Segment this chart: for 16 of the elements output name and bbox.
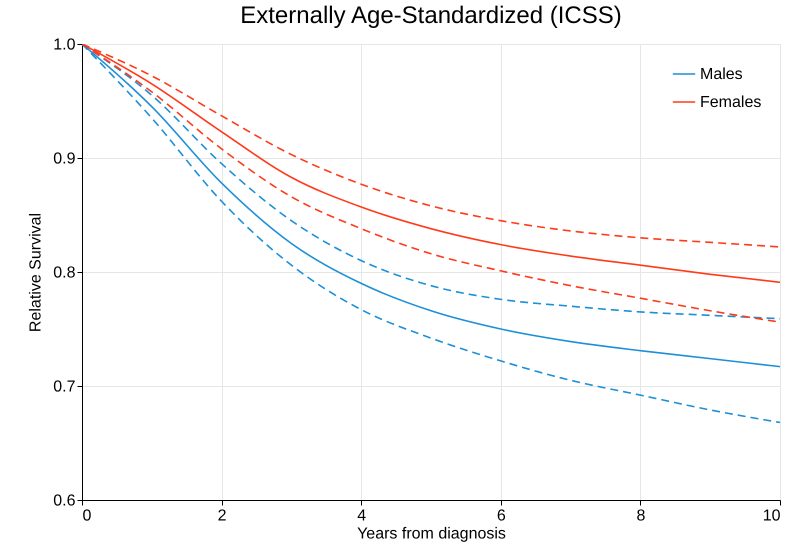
x-tick-label: 0 [82, 508, 92, 524]
y-tick-label: 0.9 [53, 150, 76, 168]
y-axis-title: Relative Survival [27, 212, 44, 332]
x-tick-label: 8 [636, 508, 646, 524]
legend-label: Males [700, 66, 743, 83]
y-tick-label: 1.0 [53, 36, 76, 54]
legend-label: Females [700, 94, 762, 111]
x-axis-title: Years from diagnosis [357, 526, 506, 542]
y-tick-label: 0.7 [53, 378, 76, 396]
y-tick-label: 0.8 [53, 264, 76, 282]
y-tick-label: 0.6 [53, 492, 76, 510]
x-tick-label: 10 [762, 508, 781, 524]
chart-title: Externally Age-Standardized (ICSS) [240, 2, 622, 29]
x-tick-label: 6 [496, 508, 506, 524]
x-tick-label: 2 [218, 508, 227, 524]
x-tick-label: 4 [357, 508, 366, 524]
